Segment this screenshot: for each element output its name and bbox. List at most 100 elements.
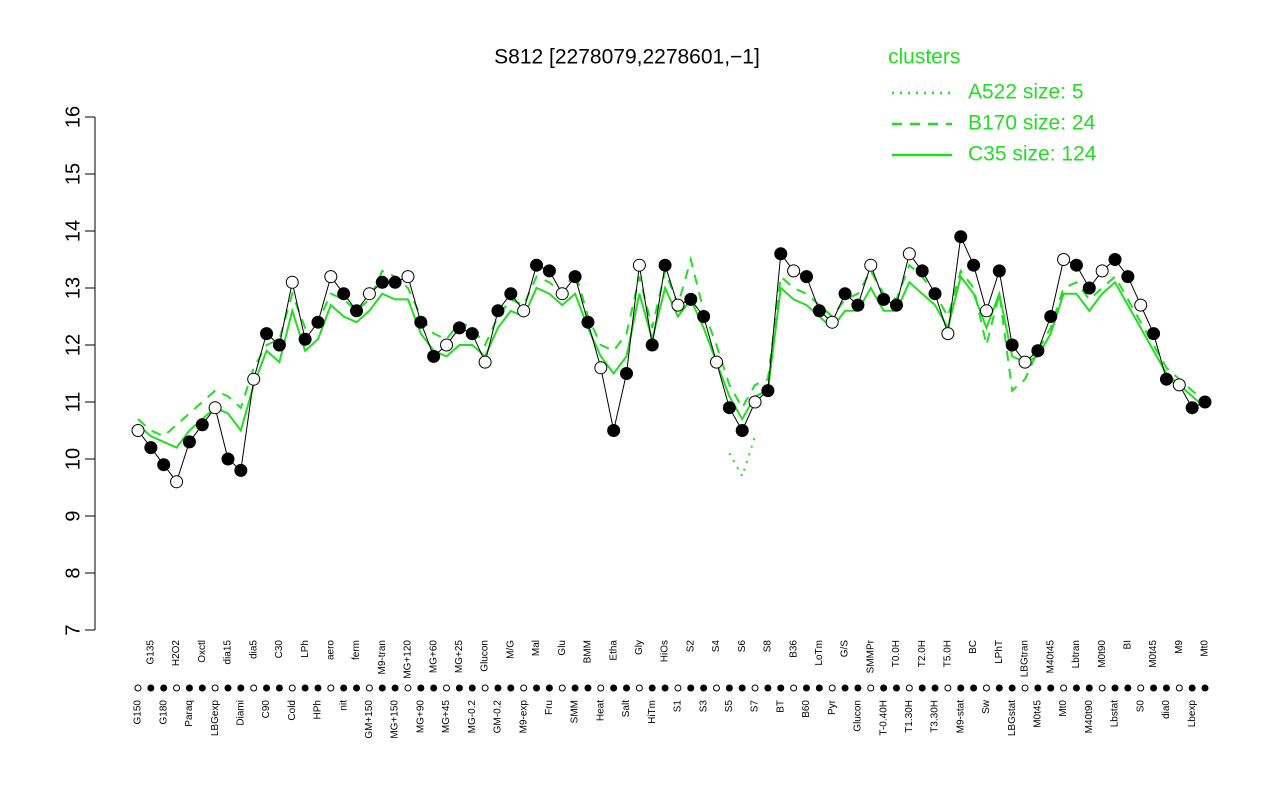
x-tick-dot <box>905 684 913 692</box>
x-tick-label: LoTm <box>814 640 825 666</box>
data-point <box>735 424 749 437</box>
data-point <box>285 275 299 289</box>
data-point <box>517 304 531 318</box>
x-tick-label: nit <box>338 700 349 711</box>
x-tick-dot <box>712 684 720 692</box>
y-tick-label: 9 <box>62 510 84 521</box>
x-tick-dot <box>455 684 463 692</box>
x-tick-label: MG+25 <box>454 640 465 674</box>
x-tick-dot <box>533 684 541 692</box>
data-point <box>195 418 209 432</box>
x-tick-dot <box>661 684 669 692</box>
x-tick-dot <box>918 684 926 692</box>
data-point <box>1005 338 1019 352</box>
data-point <box>632 258 646 272</box>
x-tick-label: LPh <box>300 640 311 658</box>
data-point <box>542 264 556 278</box>
x-tick-label: C30 <box>274 640 285 659</box>
x-tick-dot <box>1137 684 1145 692</box>
data-point <box>838 287 852 301</box>
x-tick-dot <box>327 684 335 692</box>
x-tick-dot <box>584 684 592 692</box>
x-tick-label: T1.30H <box>904 700 915 733</box>
data-point <box>774 247 788 261</box>
data-point <box>1082 281 1096 295</box>
data-point <box>1121 270 1135 284</box>
x-tick-label: dia15 <box>223 640 234 665</box>
data-point <box>555 287 569 301</box>
data-point <box>645 338 659 352</box>
data-point <box>157 458 171 472</box>
data-point <box>337 287 351 301</box>
data-point <box>915 264 929 278</box>
x-tick-label: M9-stat <box>955 700 966 734</box>
x-tick-dot <box>224 684 232 692</box>
x-tick-dot <box>250 684 258 692</box>
x-tick-dot <box>931 684 939 692</box>
data-point <box>414 315 428 329</box>
data-point <box>1095 264 1109 278</box>
data-point <box>1018 355 1032 369</box>
data-point <box>864 258 878 272</box>
x-tick-dot <box>648 684 656 692</box>
x-tick-label: MG+150 <box>390 700 401 739</box>
data-point <box>992 264 1006 278</box>
x-tick-dot <box>378 684 386 692</box>
x-tick-label: MG+120 <box>403 640 414 679</box>
x-tick-dot <box>1162 684 1170 692</box>
x-tick-dot <box>777 684 785 692</box>
x-tick-label: Cold <box>287 700 298 721</box>
x-tick-label: S5 <box>724 700 735 713</box>
x-tick-label: Lbtran <box>1071 640 1082 668</box>
x-tick-dot <box>417 684 425 692</box>
data-line <box>137 234 1206 483</box>
data-point <box>851 298 865 312</box>
x-tick-dot <box>301 684 309 692</box>
x-tick-label: HiOs <box>660 640 671 662</box>
data-point <box>144 441 158 455</box>
data-point <box>967 258 981 272</box>
data-point <box>671 298 685 312</box>
x-tick-dot <box>802 684 810 692</box>
x-tick-dot <box>867 684 875 692</box>
data-point <box>504 287 518 301</box>
data-point <box>401 270 415 284</box>
x-tick-dot <box>507 684 515 692</box>
x-tick-label: Lbstat <box>1110 700 1121 727</box>
x-tick-dot <box>160 684 168 692</box>
x-tick-label: Fru <box>544 700 555 715</box>
x-tick-label: SMMPr <box>865 639 876 673</box>
x-tick-label: M0t45 <box>1033 700 1044 728</box>
data-point <box>1031 344 1045 358</box>
x-tick-label: Paraq <box>184 700 195 727</box>
x-tick-dot <box>275 684 283 692</box>
data-point <box>362 287 376 301</box>
x-tick-label: Mal <box>531 640 542 656</box>
chart-title: S812 [2278079,2278601,−1] <box>494 46 760 69</box>
x-tick-label: S4 <box>711 640 722 653</box>
y-tick-label: 11 <box>62 392 84 413</box>
x-tick-dot <box>764 684 772 692</box>
data-point <box>221 452 235 466</box>
x-tick-label: Lbexp <box>1187 700 1198 728</box>
x-tick-dot <box>237 684 245 692</box>
x-tick-dot <box>353 684 361 692</box>
data-point <box>607 424 621 437</box>
x-tick-dot <box>790 684 798 692</box>
x-tick-label: S7 <box>750 700 761 713</box>
x-tick-dot <box>944 684 952 692</box>
y-tick-label: 12 <box>62 334 84 356</box>
x-tick-label: BMM <box>583 640 594 663</box>
x-tick-dot <box>982 684 990 692</box>
x-tick-label: MG+45 <box>441 700 452 734</box>
data-point <box>350 304 364 318</box>
x-tick-dot <box>185 684 193 692</box>
x-tick-label: M9-tran <box>377 640 388 674</box>
x-tick-label: LPhT <box>994 640 1005 664</box>
y-tick-label: 15 <box>62 163 84 185</box>
data-point <box>709 355 723 369</box>
data-point <box>928 287 942 301</box>
data-point <box>684 292 698 306</box>
x-tick-label: Pyr <box>827 699 838 715</box>
x-tick-dot <box>340 684 348 692</box>
